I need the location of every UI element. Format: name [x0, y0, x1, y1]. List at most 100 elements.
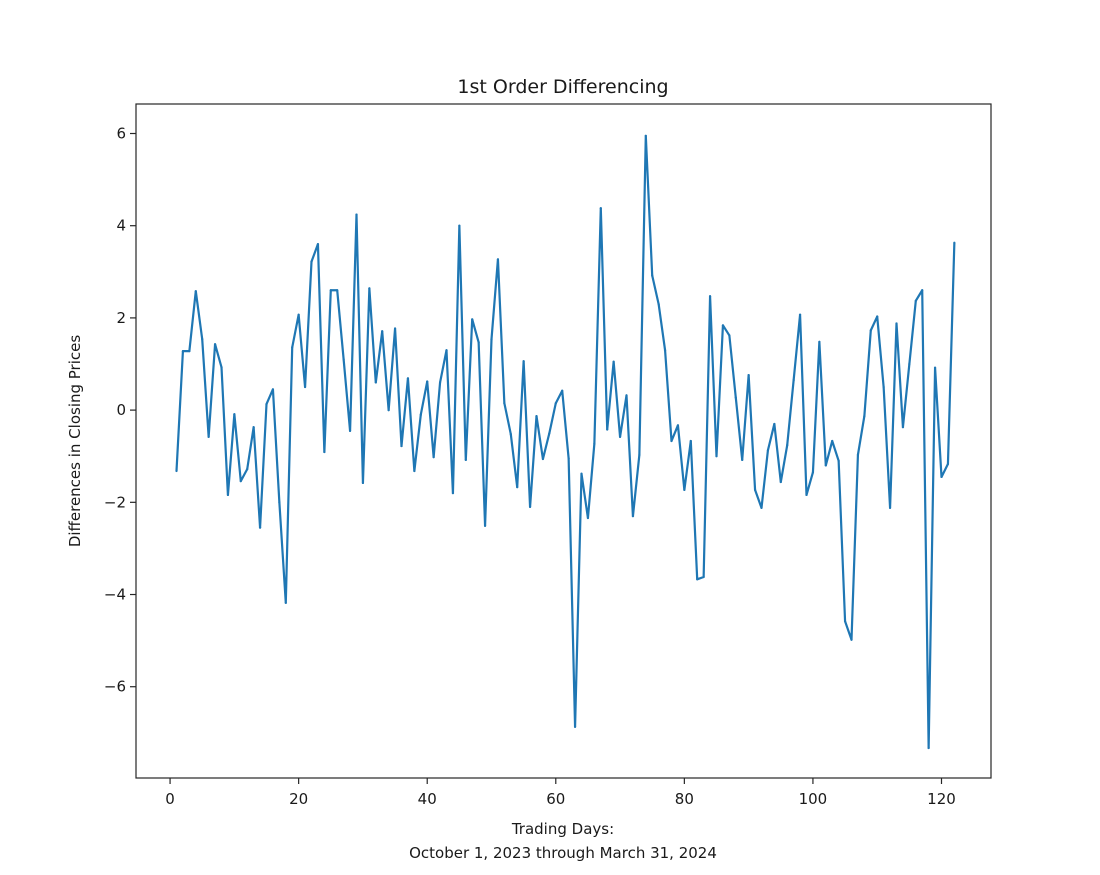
data-point — [921, 289, 924, 292]
data-point — [567, 457, 570, 460]
chart-title: 1st Order Differencing — [457, 76, 668, 98]
data-point — [291, 346, 294, 349]
data-point — [458, 224, 461, 227]
data-point — [586, 516, 590, 520]
data-point — [876, 315, 879, 318]
data-point — [361, 481, 365, 485]
data-point — [528, 505, 532, 509]
y-tick-label: 6 — [116, 125, 126, 143]
data-point — [811, 471, 815, 474]
data-point — [670, 439, 673, 443]
data-point — [831, 439, 834, 443]
data-point — [818, 340, 821, 343]
data-point — [573, 725, 577, 728]
data-point — [638, 453, 641, 456]
data-point — [316, 243, 320, 246]
data-point — [753, 488, 757, 491]
data-point — [580, 472, 583, 475]
data-point — [792, 379, 795, 382]
data-point — [908, 362, 911, 366]
data-point — [278, 501, 281, 504]
data-point — [233, 413, 236, 416]
data-point — [689, 439, 692, 443]
data-point — [271, 388, 275, 391]
data-point — [252, 426, 255, 429]
data-point — [323, 450, 326, 454]
data-point — [445, 349, 448, 352]
data-point — [284, 601, 287, 604]
series-line-diff — [175, 134, 956, 750]
data-point — [400, 444, 403, 448]
data-point — [953, 241, 956, 244]
data-point — [503, 402, 506, 405]
data-point — [618, 435, 622, 438]
data-point — [914, 299, 917, 302]
data-point — [426, 380, 429, 383]
data-point — [721, 324, 725, 327]
x-axis: 0 20 40 60 80 100 120 — [165, 778, 956, 808]
data-point — [657, 302, 660, 306]
plot-area — [135, 103, 992, 779]
y-tick-label: 4 — [116, 217, 126, 235]
data-point — [226, 493, 230, 497]
data-point — [516, 486, 519, 489]
data-point — [741, 458, 744, 461]
data-point — [490, 338, 493, 341]
data-point — [843, 620, 847, 623]
data-point — [561, 389, 564, 392]
data-point — [734, 396, 737, 399]
data-point — [535, 415, 538, 418]
data-point — [303, 385, 307, 389]
y-axis: −6 −4 −2 0 2 4 6 — [104, 125, 136, 696]
data-point — [856, 453, 860, 456]
x-tick-label: 120 — [927, 790, 956, 808]
data-point — [696, 578, 699, 581]
axes-frame — [135, 103, 992, 779]
data-point — [612, 360, 615, 363]
data-point — [477, 341, 480, 344]
data-point — [451, 491, 455, 495]
data-point — [336, 289, 339, 292]
x-tick-label: 20 — [289, 790, 308, 808]
data-point — [895, 322, 898, 325]
data-point — [368, 287, 371, 290]
data-point — [644, 134, 647, 137]
data-point — [702, 575, 705, 579]
data-point — [496, 258, 500, 261]
data-point — [387, 409, 390, 412]
data-point — [766, 449, 770, 452]
data-point — [663, 349, 667, 352]
data-point — [837, 459, 840, 462]
data-point — [869, 329, 872, 332]
data-point — [374, 381, 377, 384]
data-point — [220, 366, 223, 369]
data-point — [824, 464, 827, 467]
data-point — [773, 422, 776, 426]
series-layer — [175, 134, 956, 750]
data-point — [593, 442, 596, 445]
data-point — [310, 260, 313, 263]
data-point — [393, 327, 397, 330]
data-point — [786, 444, 789, 447]
data-point — [406, 377, 410, 380]
data-point — [631, 515, 635, 518]
data-point — [483, 524, 487, 527]
data-point — [522, 360, 525, 363]
data-point — [747, 373, 750, 377]
data-point — [419, 413, 422, 416]
x-tick-label: 0 — [165, 790, 175, 808]
data-point — [194, 290, 197, 293]
data-point — [554, 402, 557, 405]
data-point — [509, 432, 512, 436]
data-point — [946, 462, 950, 466]
x-axis-label-line2: October 1, 2023 through March 31, 2024 — [409, 844, 717, 862]
data-point — [927, 746, 930, 750]
y-tick-label: 0 — [116, 401, 126, 419]
data-point — [201, 338, 204, 341]
data-point — [258, 526, 262, 529]
x-tick-label: 40 — [418, 790, 437, 808]
data-point — [805, 493, 808, 497]
data-point — [355, 213, 358, 216]
data-point — [798, 313, 802, 316]
